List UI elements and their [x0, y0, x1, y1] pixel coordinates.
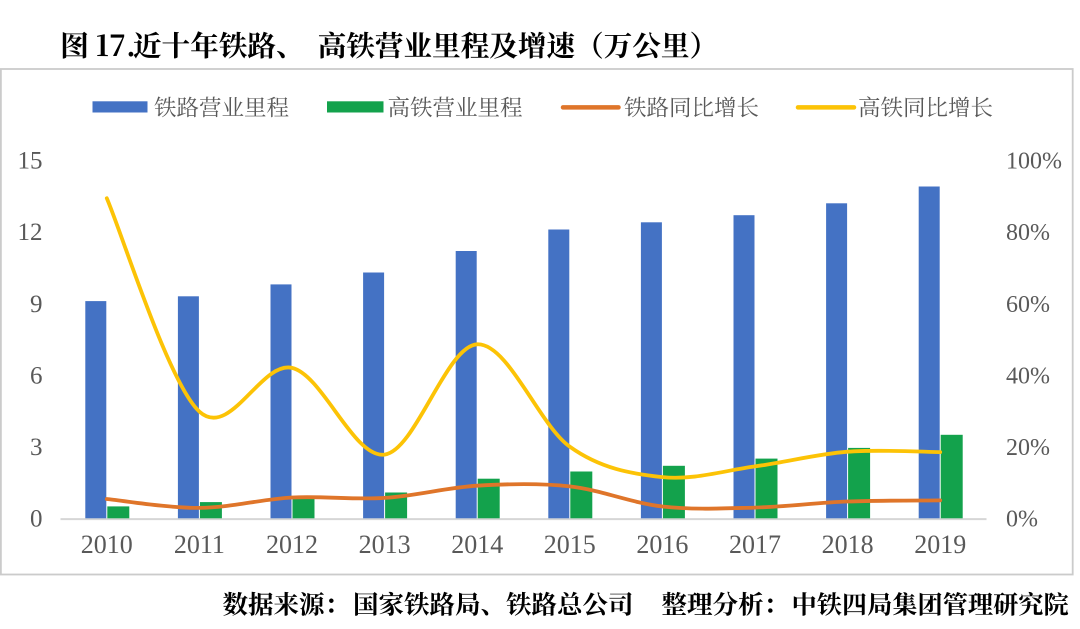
svg-text:3: 3	[30, 434, 43, 461]
svg-text:2018: 2018	[822, 530, 874, 559]
svg-text:80%: 80%	[1006, 220, 1050, 246]
svg-text:2014: 2014	[451, 530, 503, 559]
svg-text:100%: 100%	[1006, 149, 1062, 175]
svg-text:40%: 40%	[1006, 363, 1050, 389]
svg-text:2012: 2012	[266, 530, 318, 559]
svg-text:0%: 0%	[1006, 507, 1038, 533]
svg-text:0: 0	[30, 506, 43, 533]
svg-text:2017: 2017	[729, 530, 781, 559]
svg-text:12: 12	[18, 219, 43, 246]
svg-text:2013: 2013	[359, 530, 411, 559]
svg-text:60%: 60%	[1006, 292, 1050, 318]
svg-text:6: 6	[30, 362, 43, 389]
svg-text:2019: 2019	[914, 530, 966, 559]
svg-text:2016: 2016	[636, 530, 688, 559]
svg-text:2011: 2011	[174, 530, 225, 559]
svg-text:2010: 2010	[81, 530, 133, 559]
svg-text:15: 15	[18, 148, 43, 175]
svg-text:2015: 2015	[544, 530, 596, 559]
svg-text:9: 9	[30, 291, 43, 318]
svg-text:20%: 20%	[1006, 435, 1050, 461]
